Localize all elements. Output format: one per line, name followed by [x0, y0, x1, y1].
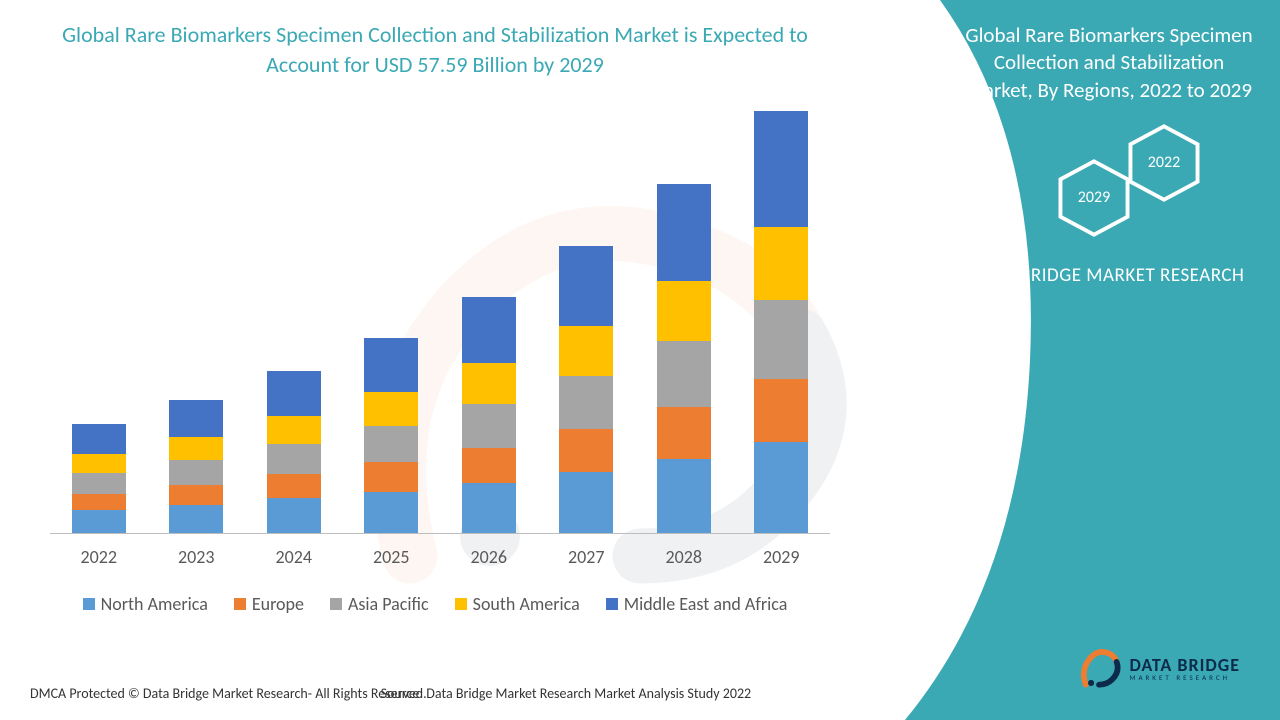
bar-segment [559, 376, 613, 430]
bar-segment [267, 371, 321, 416]
bar-segment [169, 505, 223, 534]
legend-swatch [455, 598, 467, 610]
x-tick-label: 2026 [462, 546, 516, 568]
bar-segment [559, 472, 613, 534]
x-tick-label: 2024 [267, 546, 321, 568]
bar-segment [267, 474, 321, 498]
bar-2029 [754, 111, 808, 533]
bar-segment [364, 462, 418, 491]
bar-segment [169, 460, 223, 485]
chart-container: Global Rare Biomarkers Specimen Collecti… [30, 20, 840, 615]
chart-x-axis: 2022 2023 2024 2025 2026 2027 2028 2029 [50, 534, 830, 568]
bar-segment [267, 498, 321, 533]
bar-2024 [267, 371, 321, 533]
x-tick-label: 2023 [169, 546, 223, 568]
legend-item: North America [83, 593, 208, 615]
bar-segment [169, 485, 223, 505]
bar-segment [169, 437, 223, 460]
bar-2028 [657, 184, 711, 533]
legend-item: Middle East and Africa [606, 593, 788, 615]
legend-swatch [330, 598, 342, 610]
bar-segment [462, 448, 516, 483]
bar-segment [462, 483, 516, 534]
x-tick-label: 2025 [364, 546, 418, 568]
bar-2026 [462, 297, 516, 534]
legend-item: Europe [234, 593, 304, 615]
bar-segment [72, 510, 126, 533]
legend-swatch [83, 598, 95, 610]
right-panel-brand: DATA BRIDGE MARKET RESEARCH [960, 264, 1258, 287]
bar-segment [72, 494, 126, 510]
hexagon-badges: 2029 2022 [960, 114, 1258, 254]
bar-segment [754, 227, 808, 300]
bar-segment [462, 363, 516, 404]
bar-segment [72, 424, 126, 454]
bar-segment [72, 454, 126, 473]
hexagon-2029: 2029 [1055, 159, 1133, 237]
legend-item: Asia Pacific [330, 593, 429, 615]
chart-legend: North America Europe Asia Pacific South Ame… [30, 593, 840, 615]
bar-segment [754, 111, 808, 227]
legend-item: South America [455, 593, 580, 615]
x-tick-label: 2029 [754, 546, 808, 568]
bar-segment [364, 492, 418, 534]
bar-segment [364, 392, 418, 426]
bar-2025 [364, 338, 418, 534]
x-tick-label: 2022 [72, 546, 126, 568]
legend-swatch [234, 598, 246, 610]
bar-2027 [559, 246, 613, 533]
x-tick-label: 2028 [657, 546, 711, 568]
legend-label: Middle East and Africa [624, 593, 788, 615]
bar-segment [364, 426, 418, 463]
legend-label: Asia Pacific [348, 593, 429, 615]
bar-segment [169, 400, 223, 437]
bar-segment [267, 444, 321, 474]
bar-segment [657, 459, 711, 534]
x-tick-label: 2027 [559, 546, 613, 568]
footer: DMCA Protected © Data Bridge Market Rese… [0, 666, 1280, 720]
bar-2023 [169, 400, 223, 533]
footer-source: Source: Data Bridge Market Research Mark… [381, 685, 752, 702]
bar-segment [657, 407, 711, 459]
right-panel-title: Global Rare Biomarkers Specimen Collecti… [960, 22, 1258, 104]
bar-segment [657, 341, 711, 406]
legend-label: Europe [252, 593, 304, 615]
legend-label: South America [473, 593, 580, 615]
right-panel: Global Rare Biomarkers Specimen Collecti… [850, 0, 1280, 720]
chart-title: Global Rare Biomarkers Specimen Collecti… [30, 20, 840, 94]
bar-segment [559, 326, 613, 376]
bar-2022 [72, 424, 126, 533]
bar-segment [754, 300, 808, 379]
legend-swatch [606, 598, 618, 610]
legend-label: North America [101, 593, 208, 615]
hexagon-2022: 2022 [1125, 124, 1203, 202]
bar-segment [462, 404, 516, 448]
chart-plot [50, 94, 830, 534]
footer-copyright: DMCA Protected © Data Bridge Market Rese… [30, 685, 427, 702]
hexagon-2022-label: 2022 [1148, 153, 1180, 172]
bar-segment [754, 442, 808, 533]
bar-segment [559, 246, 613, 326]
bar-segment [267, 416, 321, 444]
bar-segment [657, 184, 711, 281]
hexagon-2029-label: 2029 [1078, 188, 1110, 207]
bar-segment [72, 473, 126, 494]
bar-segment [364, 338, 418, 392]
bar-segment [657, 281, 711, 341]
bar-segment [754, 379, 808, 442]
bar-segment [462, 297, 516, 363]
bar-segment [559, 429, 613, 472]
